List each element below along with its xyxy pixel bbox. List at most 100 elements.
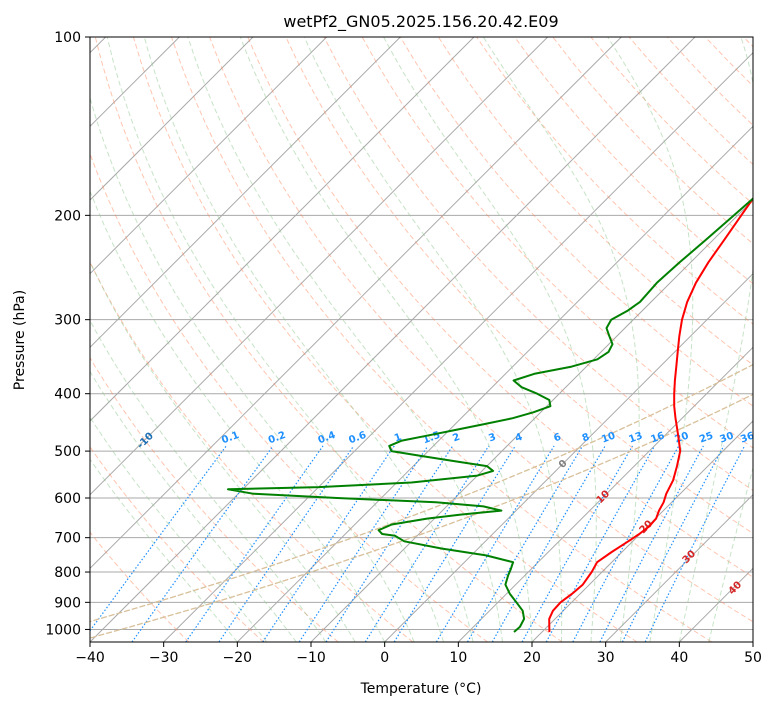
y-tick-label: 400 bbox=[54, 387, 81, 403]
mixing-ratio-line bbox=[644, 445, 746, 642]
mixing-ratio-line bbox=[185, 445, 324, 642]
isotherm-line bbox=[90, 37, 254, 201]
y-tick-label: 100 bbox=[54, 30, 81, 46]
isotherm-line bbox=[90, 37, 622, 570]
y-tick-label: 300 bbox=[54, 313, 81, 329]
moist-adiabat-line bbox=[678, 37, 753, 642]
mixing-ratio-lines bbox=[90, 445, 746, 642]
x-tick-label: 10 bbox=[449, 650, 467, 666]
x-axis-label: Temperature (°C) bbox=[360, 681, 482, 697]
isotherm-line bbox=[310, 199, 753, 642]
mixing-ratio-line bbox=[572, 445, 680, 642]
moist-adiabat-line bbox=[90, 319, 327, 642]
y-tick-label: 800 bbox=[54, 565, 81, 581]
dry-adiabat-line bbox=[90, 356, 339, 642]
y-tick-label: 1000 bbox=[45, 622, 81, 638]
moist-adiabat-line bbox=[383, 37, 597, 642]
isotherm-line bbox=[90, 37, 328, 275]
isotherm-line bbox=[384, 272, 753, 642]
dry-adiabat-line bbox=[90, 446, 264, 642]
isotherm-gridlines bbox=[90, 37, 753, 642]
moist-adiabat-line bbox=[90, 260, 356, 642]
y-axis-label: Pressure (hPa) bbox=[12, 290, 28, 390]
isotherm-line bbox=[90, 37, 549, 496]
x-tick-label: 40 bbox=[670, 650, 688, 666]
mixing-ratio-label: 30 bbox=[718, 431, 735, 446]
profile-series bbox=[227, 196, 753, 633]
isotherm-line bbox=[90, 37, 401, 349]
isotherm-line bbox=[236, 125, 753, 642]
x-tick-label: −30 bbox=[149, 650, 179, 666]
dry-adiabat-line bbox=[132, 37, 638, 642]
x-tick-label: −10 bbox=[296, 650, 326, 666]
dry-adiabat-line bbox=[94, 37, 563, 642]
moist-adiabat-line bbox=[90, 189, 386, 642]
mixing-ratio-line bbox=[435, 445, 555, 642]
dry-adiabat-line bbox=[285, 37, 753, 535]
moist-adiabat-line bbox=[303, 37, 563, 642]
dry-adiabat-line bbox=[171, 37, 712, 642]
dry-adiabat-line bbox=[437, 37, 753, 366]
dry-adiabat-line bbox=[247, 37, 753, 578]
y-tick-label: 600 bbox=[54, 491, 81, 507]
dry-adiabats bbox=[90, 37, 753, 642]
y-tick-label: 700 bbox=[54, 531, 81, 547]
mixing-ratio-label: 10 bbox=[600, 431, 617, 446]
dry-adiabat-line bbox=[90, 152, 488, 642]
moist-adiabat-line bbox=[143, 37, 474, 642]
moist-adiabat-line bbox=[90, 458, 238, 642]
moist-adiabat-line bbox=[239, 37, 533, 642]
y-tick-label: 500 bbox=[54, 444, 81, 460]
mixing-ratio-label: 25 bbox=[698, 431, 715, 446]
moist-adiabat-line bbox=[90, 416, 268, 642]
lcl-curve bbox=[90, 363, 753, 623]
x-tick-label: −40 bbox=[75, 650, 105, 666]
mixing-ratio-line bbox=[90, 445, 227, 632]
mixing-ratio-label: 16 bbox=[649, 431, 666, 446]
isotherm-line bbox=[605, 493, 753, 642]
dry-adiabat-line bbox=[514, 37, 753, 285]
mixing-ratio-line bbox=[545, 445, 656, 642]
mixing-ratio-line bbox=[262, 445, 395, 642]
y-axis-ticks: 100 200 300 400 500 600 700 800 900 1000 bbox=[45, 30, 90, 638]
moist-adiabat-line bbox=[482, 37, 640, 642]
isotherm-line bbox=[90, 37, 475, 422]
chart-title: wetPf2_GN05.2025.156.20.42.E09 bbox=[283, 12, 558, 32]
dry-adiabat-line bbox=[399, 37, 753, 407]
y-tick-label: 200 bbox=[54, 208, 81, 224]
mixing-ratio-line bbox=[298, 445, 429, 642]
mixing-ratio-label: 1 bbox=[393, 432, 403, 445]
isotherm-line bbox=[90, 37, 696, 642]
moist-adiabat-line bbox=[187, 37, 503, 642]
isotherm-line bbox=[531, 420, 753, 642]
x-tick-label: 20 bbox=[523, 650, 541, 666]
plot-frame bbox=[89, 36, 754, 643]
mixing-ratio-label: 3 bbox=[487, 432, 497, 445]
plot-area: -100-90-80-70-60-50-40-30-20-10010203040… bbox=[90, 37, 756, 642]
mixing-ratio-line bbox=[218, 445, 355, 642]
dry-adiabat-line bbox=[323, 37, 753, 491]
x-tick-label: 0 bbox=[380, 650, 389, 666]
lcl-curve bbox=[90, 393, 753, 639]
lcl-curves bbox=[90, 363, 753, 639]
dewpoint-profile-line bbox=[227, 197, 753, 633]
mixing-ratio-label: 2 bbox=[451, 432, 461, 445]
isotherm-line bbox=[163, 51, 753, 642]
y-tick-label: 900 bbox=[54, 595, 81, 611]
moist-adiabat-line bbox=[708, 466, 753, 642]
mixing-ratio-label: 13 bbox=[627, 431, 644, 446]
x-axis-ticks: −40 −30 −20 −10 0 10 20 30 40 50 bbox=[75, 642, 762, 666]
moist-adiabat-line bbox=[607, 37, 694, 642]
dry-adiabat-line bbox=[209, 37, 753, 623]
x-tick-label: −20 bbox=[223, 650, 253, 666]
dry-adiabat-line bbox=[361, 37, 753, 449]
isobar-gridlines bbox=[90, 37, 753, 630]
dry-adiabat-line bbox=[90, 531, 190, 642]
mixing-ratio-line bbox=[325, 445, 454, 642]
moist-adiabat-line bbox=[106, 37, 445, 642]
temperature-profile-line bbox=[548, 196, 753, 633]
mixing-ratio-line bbox=[364, 445, 490, 642]
mixing-ratio-label: 36 bbox=[739, 431, 756, 446]
